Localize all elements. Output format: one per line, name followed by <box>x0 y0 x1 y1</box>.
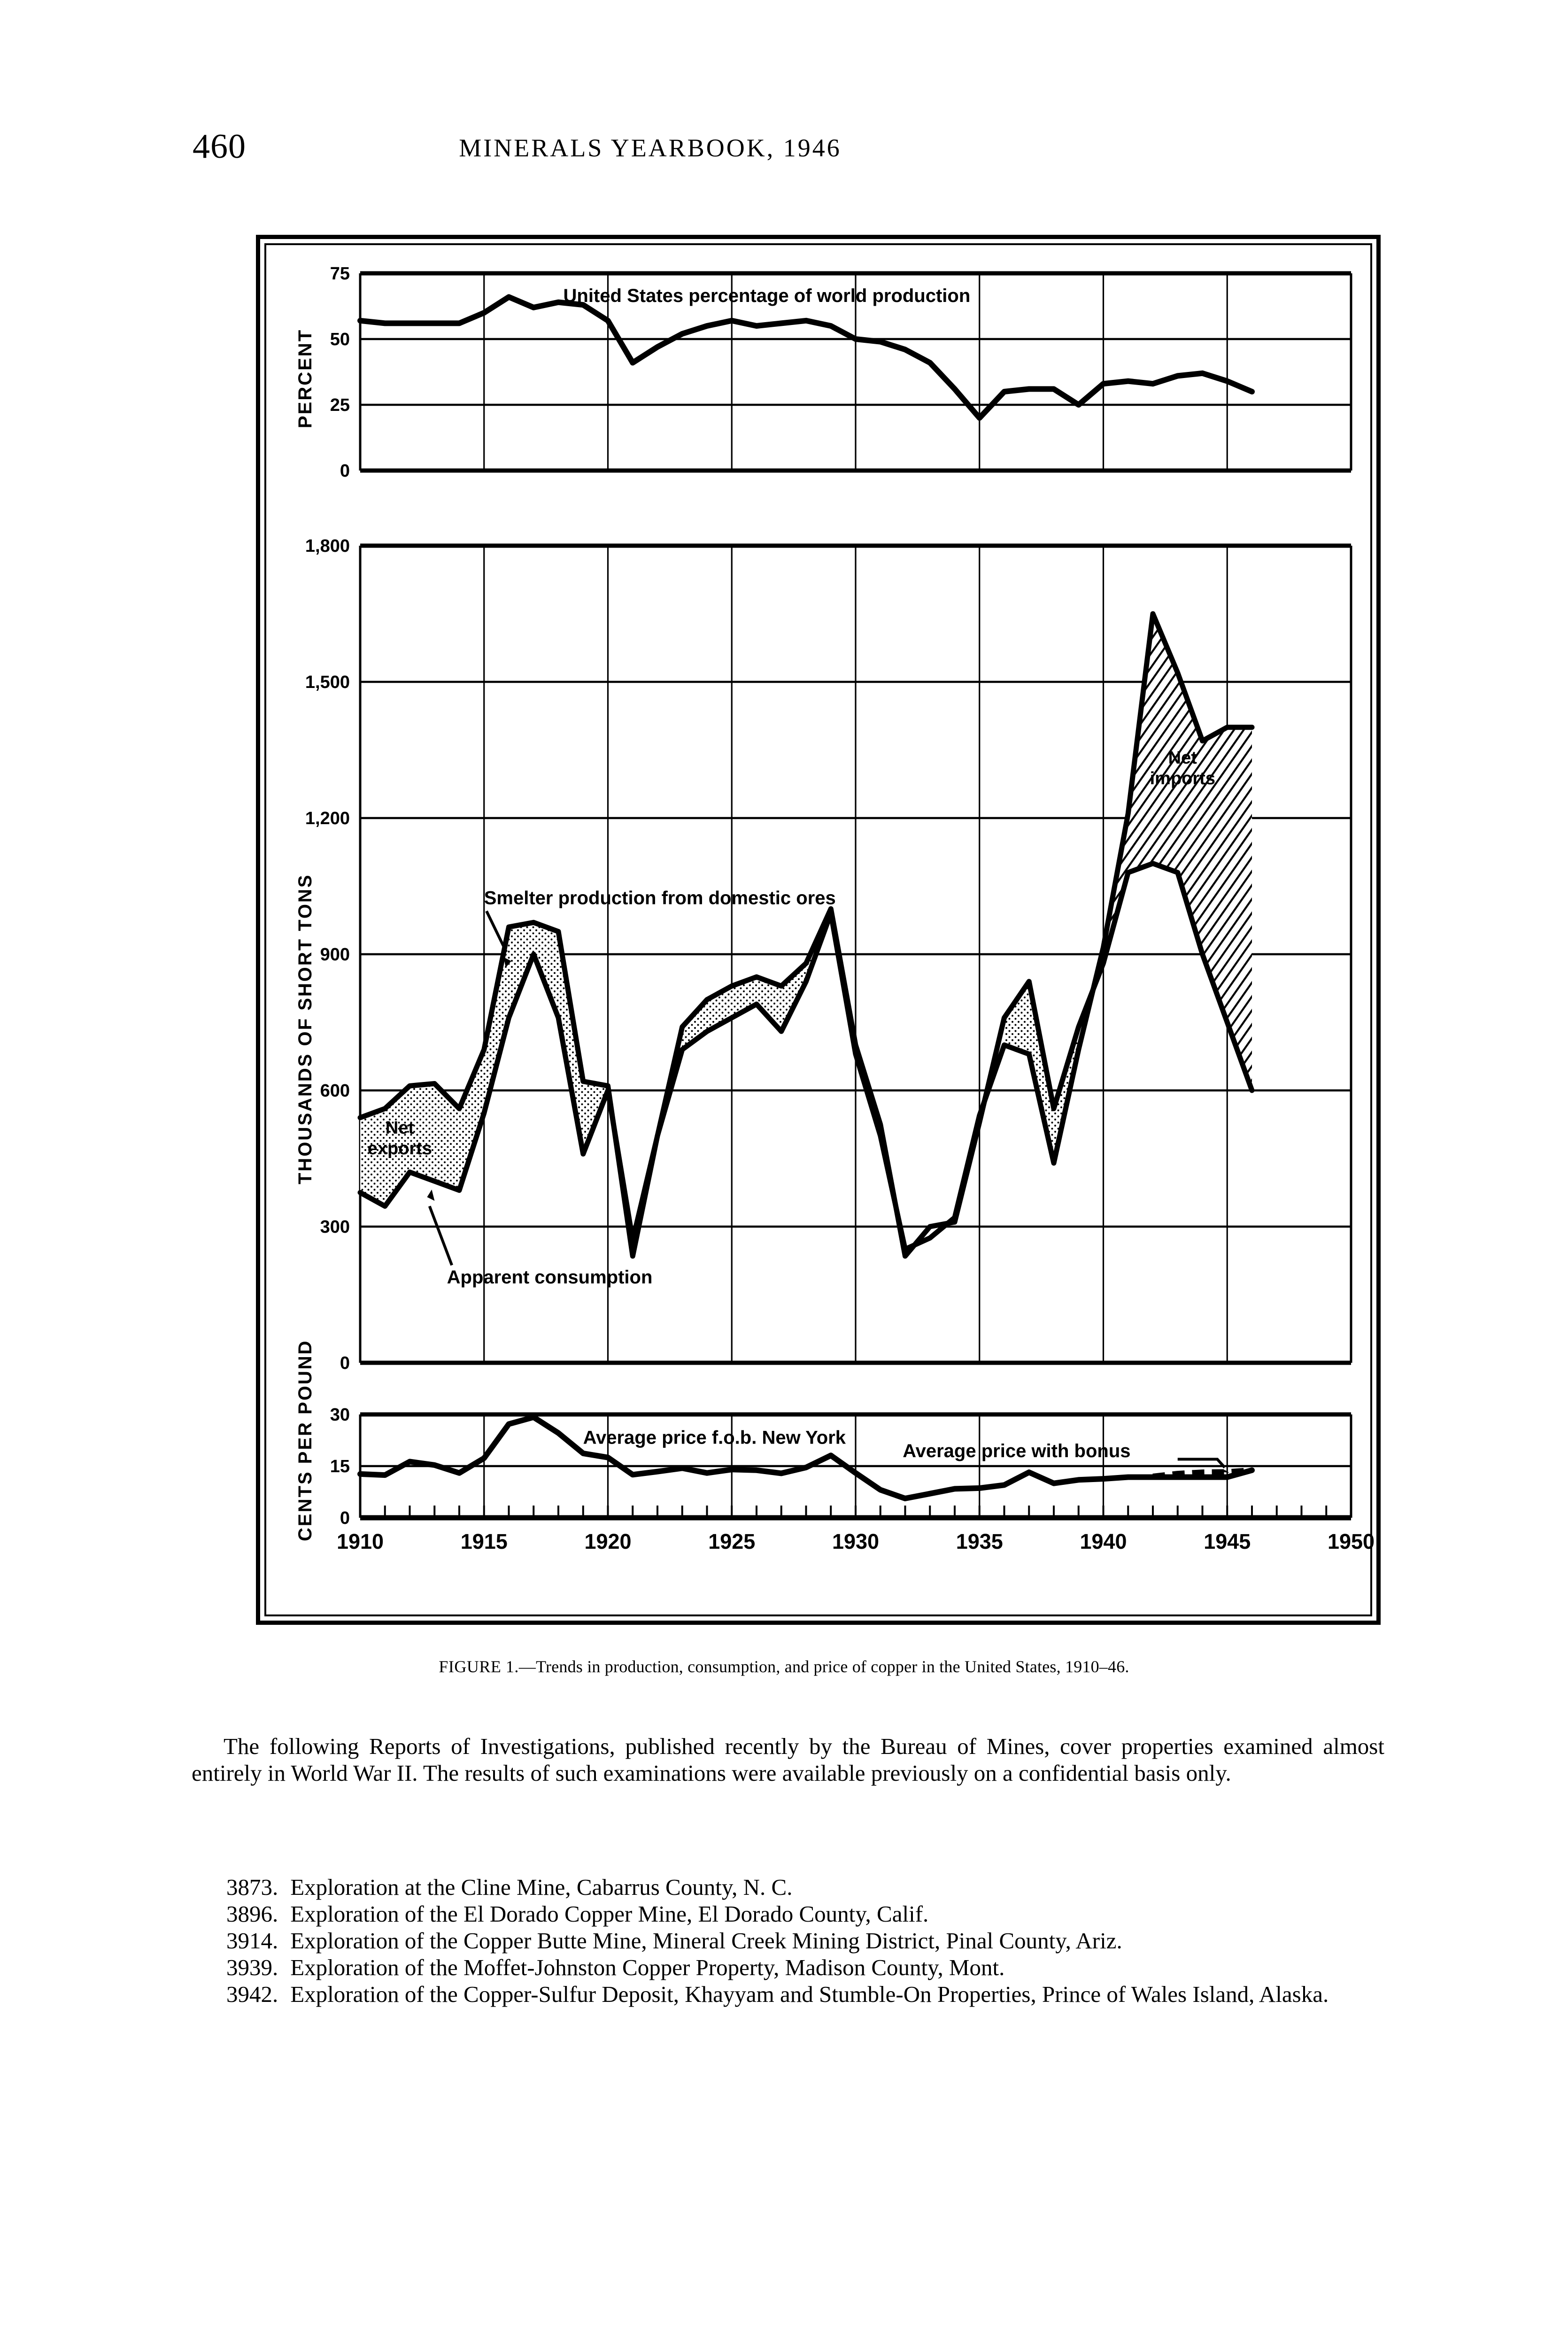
annotation-net-imports: imports <box>1150 769 1215 788</box>
net-exports-band <box>657 909 881 1136</box>
annotation-average-price: Average price f.o.b. New York <box>583 1427 846 1448</box>
report-title: Exploration at the Cline Mine, Cabarrus … <box>290 1874 793 1900</box>
arrowhead <box>427 1189 435 1201</box>
body-text: The following Reports of Investigations,… <box>192 1733 1384 1786</box>
net-imports-band <box>1103 614 1252 1090</box>
figure-frame: 0 25 50 75 0 300 600 900 1,200 1,500 1,800 0 15 30 PER… <box>256 235 1381 1625</box>
report-number: 3914. <box>226 1928 278 1954</box>
leader-line <box>428 1205 453 1266</box>
y-axis-title-percent: PERCENT <box>295 329 316 428</box>
x-axis-tick-label: 1950 <box>1328 1529 1375 1553</box>
x-axis-tick-label: 1940 <box>1080 1529 1127 1553</box>
page-number: 460 <box>193 127 246 166</box>
running-head: 460 MINERALS YEARBOOK, 1946 <box>0 127 1568 178</box>
y-axis-tick-label: 30 <box>330 1405 350 1425</box>
body-paragraph: The following Reports of Investigations,… <box>192 1733 1384 1786</box>
report-item: 3942. Exploration of the Copper-Sulfur De… <box>192 1981 1398 2008</box>
y-axis-tick-label: 300 <box>320 1217 350 1237</box>
report-number: 3939. <box>226 1954 278 1980</box>
arrowhead <box>503 957 511 968</box>
net-exports-band <box>1004 981 1079 1163</box>
report-title: Exploration of the Copper Butte Mine, Mi… <box>290 1928 1122 1954</box>
report-number: 3896. <box>226 1901 278 1927</box>
us-percentage-line <box>357 294 1255 421</box>
annotation-net-exports: exports <box>368 1139 432 1159</box>
report-item: 3914. Exploration of the Copper Butte Min… <box>192 1927 1398 1954</box>
x-axis-tick-label: 1945 <box>1204 1529 1251 1553</box>
figure-caption-label: FIGURE 1. <box>439 1657 519 1676</box>
report-item: 3939. Exploration of the Moffet-Johnston … <box>192 1954 1398 1981</box>
annotation-price-with-bonus: Average price with bonus <box>903 1441 1130 1461</box>
y-axis-tick-label: 15 <box>330 1457 350 1476</box>
annotation-net-imports: Net <box>1168 748 1197 768</box>
y-axis-tick-label: 1,200 <box>305 809 350 828</box>
net-exports-band <box>360 922 608 1206</box>
y-axis-tick-label: 1,500 <box>305 672 350 692</box>
leader-line <box>1177 1458 1226 1468</box>
y-axis-title-tons: THOUSANDS OF SHORT TONS <box>295 873 316 1184</box>
report-title: Exploration of the El Dorado Copper Mine… <box>290 1901 929 1927</box>
copper-trends-figure: 0 25 50 75 0 300 600 900 1,200 1,500 1,800 0 15 30 PER… <box>295 264 1375 1553</box>
y-axis-tick-label: 900 <box>320 945 350 965</box>
report-number: 3873. <box>226 1874 278 1900</box>
leader-line <box>485 910 508 953</box>
average-price-line <box>357 1414 1255 1501</box>
y-axis-tick-label: 600 <box>320 1081 350 1101</box>
report-title: Exploration of the Copper-Sulfur Deposit… <box>290 1981 1329 2007</box>
y-axis-tick-label: 0 <box>340 1508 350 1528</box>
smelter-production-line <box>357 861 1255 1259</box>
figure-caption-text: —Trends in production, consumption, and … <box>518 1657 1129 1676</box>
annotation-smelter-production: Smelter production from domestic ores <box>484 888 836 909</box>
apparent-consumption-line <box>357 611 1255 1252</box>
report-item: 3873. Exploration at the Cline Mine, Caba… <box>192 1874 1398 1900</box>
figure-inner-frame: 0 25 50 75 0 300 600 900 1,200 1,500 1,800 0 15 30 PER… <box>264 243 1375 1616</box>
report-number: 3942. <box>226 1981 278 2007</box>
y-axis-title-price: CENTS PER POUND <box>295 1340 316 1542</box>
x-axis-tick-label: 1930 <box>832 1529 879 1553</box>
annotation-us-percentage: United States percentage of world produc… <box>564 286 971 306</box>
x-axis-tick-label: 1915 <box>461 1529 508 1553</box>
y-axis-tick-label: 75 <box>330 264 350 284</box>
y-axis-tick-label: 50 <box>330 330 350 349</box>
report-title: Exploration of the Moffet-Johnston Coppe… <box>290 1954 1005 1980</box>
x-axis-tick-label: 1910 <box>337 1529 384 1553</box>
x-axis-tick-label: 1925 <box>708 1529 755 1553</box>
running-title: MINERALS YEARBOOK, 1946 <box>459 134 842 162</box>
average-price-with-bonus-line <box>1152 1467 1252 1479</box>
x-axis-tick-label: 1935 <box>956 1529 1003 1553</box>
arrowhead <box>1220 1470 1229 1473</box>
y-axis-tick-label: 0 <box>340 461 350 481</box>
figure-plot-area: 0 25 50 75 0 300 600 900 1,200 1,500 1,800 0 15 30 PER… <box>266 245 1375 1614</box>
report-list: 3873. Exploration at the Cline Mine, Caba… <box>192 1874 1398 2008</box>
report-item: 3896. Exploration of the El Dorado Copper… <box>192 1900 1398 1927</box>
y-axis-tick-label: 1,800 <box>305 536 350 556</box>
figure-caption: FIGURE 1.—Trends in production, consumpt… <box>0 1657 1568 1676</box>
annotation-net-exports: Net <box>386 1118 415 1138</box>
y-axis-tick-label: 0 <box>340 1353 350 1373</box>
annotation-apparent-consumption: Apparent consumption <box>447 1267 653 1288</box>
y-axis-tick-label: 25 <box>330 395 350 415</box>
x-axis-tick-label: 1920 <box>584 1529 631 1553</box>
